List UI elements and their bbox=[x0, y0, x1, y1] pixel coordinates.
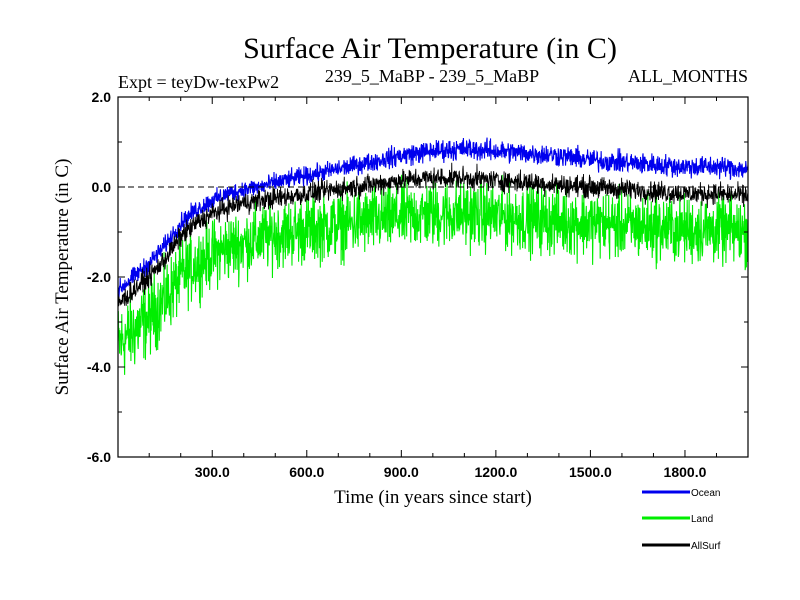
x-tick-label: 600.0 bbox=[289, 464, 324, 480]
chart-title: Surface Air Temperature (in C) bbox=[243, 32, 617, 65]
x-tick-label: 1800.0 bbox=[664, 464, 707, 480]
series-layer bbox=[118, 137, 748, 375]
period-label: 239_5_MaBP - 239_5_MaBP bbox=[325, 66, 539, 86]
legend: Ocean Land AllSurf bbox=[642, 488, 721, 552]
legend-label-land: Land bbox=[691, 514, 713, 525]
months-label: ALL_MONTHS bbox=[628, 66, 748, 86]
y-axis-label: Surface Air Temperature (in C) bbox=[52, 159, 73, 396]
y-tick-label: 0.0 bbox=[92, 179, 112, 195]
legend-label-allsurf: AllSurf bbox=[691, 541, 721, 552]
x-tick-label: 900.0 bbox=[384, 464, 419, 480]
x-tick-label: 300.0 bbox=[195, 464, 230, 480]
tick-layer: 300.0 600.0 900.0 1200.0 1500.0 1800.0 -6.0 -4.… bbox=[87, 89, 748, 480]
y-tick-label: 2.0 bbox=[92, 89, 112, 105]
y-tick-label: -2.0 bbox=[87, 269, 111, 285]
experiment-label: Expt = teyDw-texPw2 bbox=[118, 72, 279, 92]
x-axis-label: Time (in years since start) bbox=[334, 487, 532, 508]
series-line-ocean bbox=[118, 137, 748, 298]
series-line-allsurf bbox=[118, 162, 748, 307]
y-tick-label: -4.0 bbox=[87, 359, 111, 375]
y-tick-label: -6.0 bbox=[87, 449, 111, 465]
x-tick-label: 1200.0 bbox=[474, 464, 517, 480]
series-line-land bbox=[118, 174, 748, 375]
x-tick-label: 1500.0 bbox=[569, 464, 612, 480]
legend-label-ocean: Ocean bbox=[691, 488, 720, 499]
